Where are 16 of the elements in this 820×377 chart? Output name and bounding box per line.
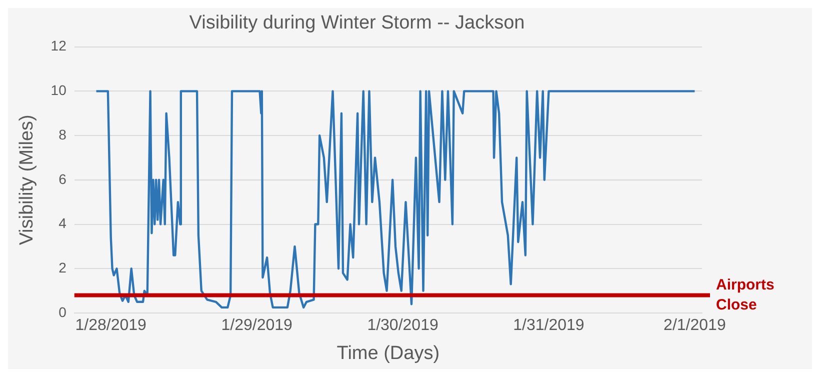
y-tick-label: 4: [58, 215, 67, 232]
x-tick-label: 1/30/2019: [367, 317, 438, 334]
x-tick-label: 1/29/2019: [221, 317, 293, 334]
x-tick-label: 1/28/2019: [75, 317, 147, 334]
y-tick-label: 6: [58, 170, 67, 187]
y-tick-label: 12: [50, 38, 67, 54]
x-axis-title: Time (Days): [336, 342, 440, 364]
y-axis-title: Visibility (Miles): [16, 114, 38, 246]
y-tick-label: 10: [50, 82, 67, 98]
y-tick-label: 8: [58, 126, 67, 142]
ref-line-label: Airports Close: [716, 276, 774, 314]
chart-title: Visibility during Winter Storm -- Jackson: [189, 12, 525, 34]
x-tick-label: 1/31/2019: [513, 317, 584, 334]
y-tick-label: 2: [58, 259, 67, 276]
y-tick-label: 0: [58, 304, 67, 320]
x-tick-label: 2/1/2019: [664, 317, 726, 334]
